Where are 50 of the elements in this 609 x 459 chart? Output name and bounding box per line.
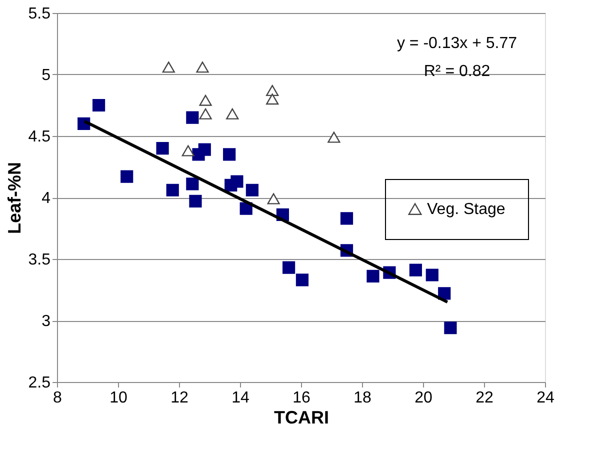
- point: [328, 132, 340, 143]
- point: [438, 287, 451, 300]
- point: [266, 94, 279, 105]
- point: [189, 194, 202, 208]
- point: [340, 212, 354, 225]
- point: [282, 261, 296, 274]
- point: [296, 274, 309, 286]
- point: [166, 184, 179, 196]
- x-axis-title: TCARI: [274, 408, 329, 428]
- x-tick-label: 10: [110, 390, 128, 406]
- point: [182, 145, 194, 156]
- point: [186, 111, 199, 124]
- point: [198, 143, 211, 156]
- point: [120, 170, 134, 183]
- point: [366, 270, 380, 283]
- y-tick-label: 3: [42, 313, 51, 330]
- point: [267, 193, 280, 204]
- point: [444, 322, 457, 334]
- point: [426, 268, 438, 282]
- point: [266, 84, 279, 96]
- y-tick-label: 5: [42, 67, 51, 84]
- x-tick-label: 20: [414, 390, 432, 406]
- y-tick-label: 4: [42, 190, 51, 207]
- annotation: y = -0.13x + 5.77: [396, 35, 518, 52]
- x-tick-label: 14: [232, 390, 250, 406]
- point: [199, 94, 212, 106]
- y-tick-label: 2.5: [28, 374, 51, 392]
- point: [156, 142, 169, 155]
- point: [226, 108, 239, 120]
- point: [199, 108, 212, 120]
- x-tick-label: 22: [476, 390, 494, 406]
- point: [409, 264, 422, 276]
- point: [92, 98, 106, 112]
- legend-label: Veg. Stage: [427, 201, 506, 218]
- x-tick-label: 12: [170, 390, 188, 406]
- y-tick-label: 5.5: [28, 6, 51, 22]
- y-axis-title: Leaf-%N: [4, 162, 24, 234]
- annotation: R² = 0.82: [424, 63, 490, 80]
- point: [246, 184, 258, 196]
- point: [223, 148, 236, 161]
- x-tick-label: 18: [354, 390, 372, 406]
- point: [230, 175, 244, 188]
- y-tick-label: 4.5: [28, 128, 51, 146]
- x-tick-label: 8: [53, 390, 62, 406]
- point: [162, 62, 175, 73]
- x-tick-label: 16: [292, 390, 310, 406]
- x-tick-label: 24: [536, 390, 554, 406]
- point: [186, 178, 199, 190]
- y-tick-label: 3.5: [28, 252, 51, 268]
- point: [196, 62, 209, 73]
